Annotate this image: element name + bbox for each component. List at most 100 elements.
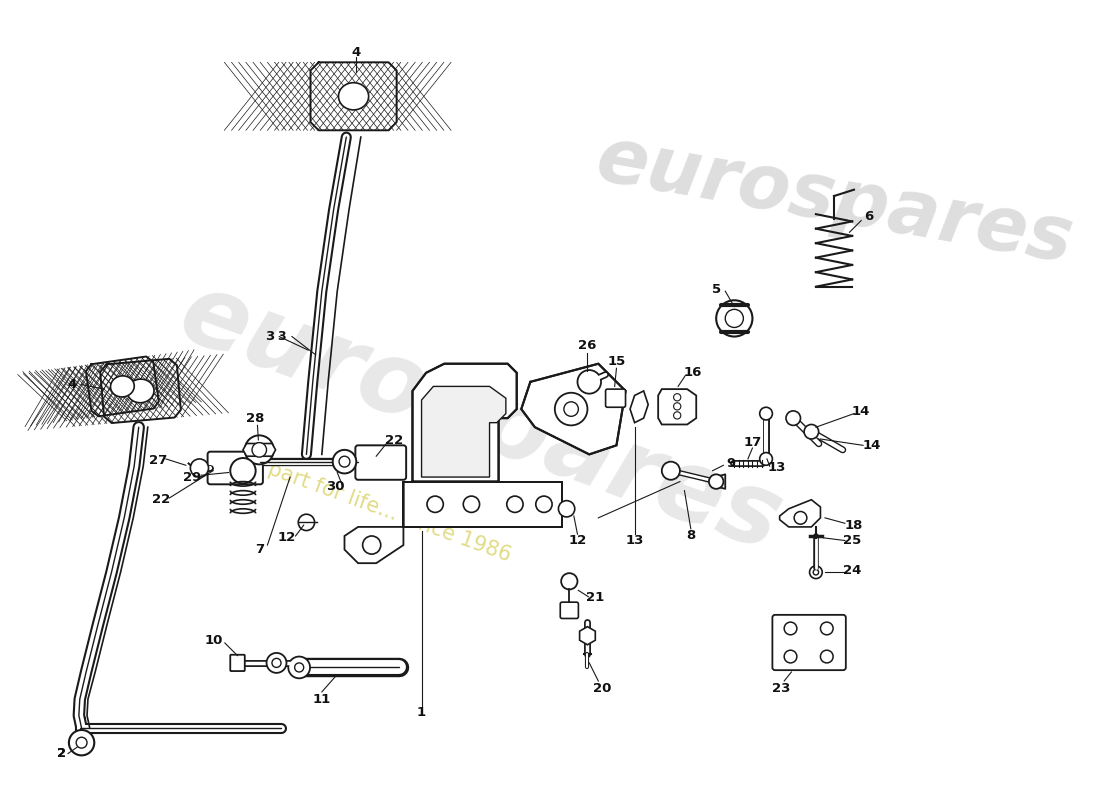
Text: 28: 28	[246, 412, 265, 425]
Circle shape	[784, 650, 796, 663]
Text: 24: 24	[843, 564, 861, 577]
Text: 3: 3	[277, 330, 285, 343]
Text: eurospares: eurospares	[167, 264, 794, 572]
FancyBboxPatch shape	[230, 654, 245, 671]
FancyBboxPatch shape	[772, 615, 846, 670]
Circle shape	[272, 658, 280, 667]
Circle shape	[554, 393, 587, 426]
Circle shape	[266, 653, 286, 673]
Polygon shape	[421, 386, 506, 477]
Text: 12: 12	[569, 534, 586, 547]
Polygon shape	[630, 391, 648, 422]
Text: 10: 10	[205, 634, 223, 646]
Text: 27: 27	[148, 454, 167, 467]
Text: 9: 9	[726, 457, 735, 470]
Text: 14: 14	[852, 406, 870, 418]
Circle shape	[673, 402, 681, 410]
Circle shape	[463, 496, 480, 513]
Ellipse shape	[339, 82, 369, 110]
Circle shape	[810, 566, 823, 578]
Circle shape	[230, 458, 255, 483]
Circle shape	[69, 730, 95, 755]
Text: 2: 2	[57, 747, 66, 760]
Text: 4: 4	[352, 46, 361, 59]
Text: 30: 30	[327, 480, 344, 493]
Text: 17: 17	[744, 436, 761, 449]
Text: 13: 13	[626, 534, 644, 547]
FancyBboxPatch shape	[606, 389, 626, 407]
Circle shape	[288, 657, 310, 678]
Polygon shape	[580, 626, 595, 645]
Polygon shape	[658, 389, 696, 425]
Circle shape	[507, 496, 524, 513]
FancyBboxPatch shape	[560, 602, 579, 618]
Text: 3: 3	[265, 330, 275, 343]
Circle shape	[821, 650, 833, 663]
Text: 13: 13	[768, 462, 786, 474]
Circle shape	[564, 402, 579, 416]
Text: 22: 22	[385, 434, 404, 447]
Circle shape	[332, 450, 356, 474]
Circle shape	[760, 453, 772, 466]
Circle shape	[813, 570, 818, 575]
Text: 6: 6	[864, 210, 873, 223]
FancyBboxPatch shape	[208, 452, 263, 484]
Text: 22: 22	[152, 494, 170, 506]
Ellipse shape	[126, 379, 154, 402]
Text: 8: 8	[686, 530, 695, 542]
Polygon shape	[310, 62, 397, 130]
Polygon shape	[404, 482, 562, 527]
Circle shape	[725, 310, 744, 327]
Text: 7: 7	[255, 543, 265, 556]
Circle shape	[427, 496, 443, 513]
Polygon shape	[780, 500, 821, 527]
Polygon shape	[521, 364, 626, 454]
Text: 1: 1	[417, 706, 426, 719]
Circle shape	[363, 536, 381, 554]
Polygon shape	[344, 482, 404, 563]
Text: 18: 18	[845, 518, 864, 532]
Circle shape	[784, 622, 796, 634]
Circle shape	[578, 370, 601, 394]
Circle shape	[559, 501, 575, 517]
Text: 21: 21	[586, 591, 605, 604]
Text: 2: 2	[57, 747, 66, 760]
Polygon shape	[100, 359, 180, 423]
Text: 26: 26	[579, 339, 596, 352]
Circle shape	[295, 663, 304, 672]
Text: 29: 29	[183, 470, 201, 483]
Circle shape	[561, 573, 578, 590]
Circle shape	[673, 394, 681, 401]
Text: 5: 5	[712, 283, 720, 296]
Circle shape	[760, 407, 772, 420]
Circle shape	[708, 474, 724, 489]
Text: eurospares: eurospares	[590, 122, 1078, 279]
Text: 23: 23	[772, 682, 791, 694]
Text: 20: 20	[593, 682, 612, 694]
Text: 25: 25	[843, 534, 861, 547]
Circle shape	[298, 514, 315, 530]
Circle shape	[190, 459, 209, 477]
Text: 14: 14	[862, 439, 881, 452]
Circle shape	[794, 511, 806, 524]
Text: 11: 11	[312, 693, 331, 706]
Circle shape	[716, 300, 752, 337]
Circle shape	[804, 425, 818, 439]
Circle shape	[245, 435, 274, 464]
Polygon shape	[86, 357, 158, 416]
Ellipse shape	[110, 376, 134, 397]
Circle shape	[339, 456, 350, 467]
Text: 4: 4	[68, 378, 77, 391]
Polygon shape	[243, 443, 276, 456]
Circle shape	[821, 622, 833, 634]
Circle shape	[536, 496, 552, 513]
Polygon shape	[412, 364, 517, 482]
Text: 12: 12	[277, 531, 296, 544]
FancyBboxPatch shape	[355, 446, 406, 480]
Text: a part for life... since 1986: a part for life... since 1986	[248, 452, 514, 566]
Text: 15: 15	[607, 355, 626, 369]
Circle shape	[252, 442, 266, 457]
Text: 16: 16	[683, 366, 702, 379]
Circle shape	[76, 738, 87, 748]
Circle shape	[786, 411, 801, 426]
